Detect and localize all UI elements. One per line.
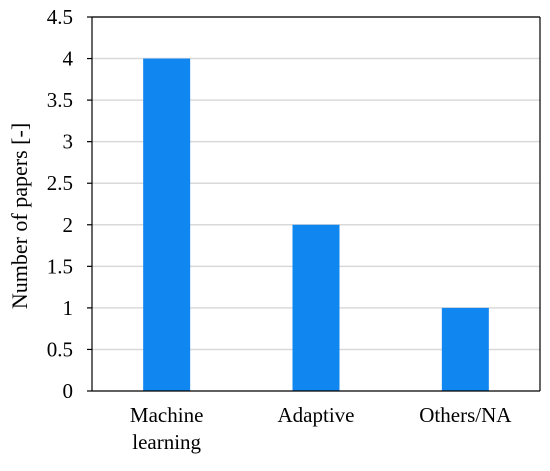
y-tick-label: 0 bbox=[63, 379, 74, 403]
axes bbox=[87, 16, 541, 392]
y-tick-label: 3.5 bbox=[47, 88, 73, 112]
x-category-label: Adaptive bbox=[278, 403, 355, 427]
y-tick-labels: 0 0.5 1 1.5 2 2.5 3 3.5 4 4.5 bbox=[47, 5, 74, 403]
x-category-label: Others/NA bbox=[419, 403, 512, 427]
y-tick-label: 0.5 bbox=[47, 337, 73, 361]
bar bbox=[441, 307, 489, 391]
y-tick-label: 1 bbox=[63, 296, 74, 320]
y-tick-label: 3 bbox=[63, 130, 74, 154]
y-tick-label: 4 bbox=[63, 47, 74, 71]
y-tick-label: 4.5 bbox=[47, 5, 73, 29]
bars bbox=[143, 58, 489, 392]
y-tick-label: 2 bbox=[63, 213, 74, 237]
y-tick-label: 1.5 bbox=[47, 254, 73, 278]
bar bbox=[292, 224, 340, 391]
x-category-labels: Machine learning Adaptive Others/NA bbox=[130, 403, 512, 454]
y-tick-label: 2.5 bbox=[47, 171, 73, 195]
x-category-label: Machine learning bbox=[130, 403, 203, 454]
bar bbox=[143, 58, 191, 392]
y-axis-title: Number of papers [-] bbox=[7, 123, 32, 309]
